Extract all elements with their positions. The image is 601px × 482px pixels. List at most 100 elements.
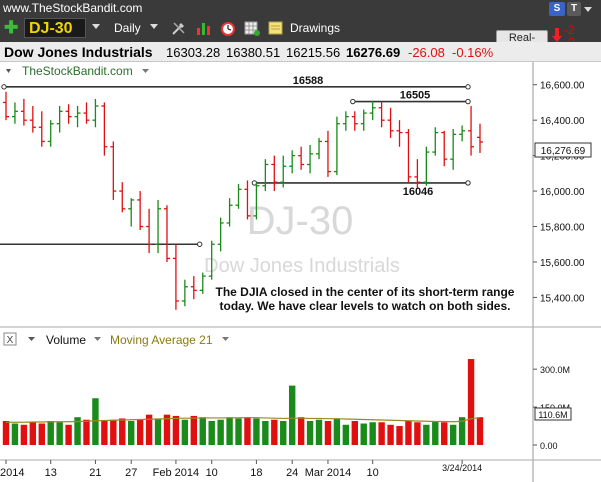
ohlc-bar <box>271 155 278 192</box>
symbol-input[interactable]: DJ-30 <box>24 18 86 38</box>
s-badge-button[interactable]: S <box>549 2 565 16</box>
volume-tick-label: 0.00 <box>540 441 558 451</box>
volume-bar <box>253 418 260 445</box>
volume-bar <box>2 420 10 445</box>
level-handle[interactable] <box>465 98 471 105</box>
ohlc-bar <box>235 183 242 209</box>
volume-bar <box>29 422 37 445</box>
time-tick-label: 18 <box>250 467 262 479</box>
annotation-line-2: today. We have clear levels to watch on … <box>220 299 511 313</box>
level-handle[interactable] <box>465 180 471 186</box>
ohlc-bar <box>172 244 179 310</box>
quote-high: 16380.51 <box>226 45 281 60</box>
volume-bar <box>128 420 135 445</box>
drawings-note-icon[interactable] <box>268 20 284 36</box>
source-label-group: TheStockBandit.com <box>6 64 149 78</box>
level-label: 16505 <box>400 90 431 102</box>
symbol-row: ✚ DJ-30 Daily Drawings <box>0 17 601 41</box>
watermark-symbol: DJ-30 <box>247 199 354 243</box>
volume-bar <box>136 419 144 445</box>
ohlc-bar <box>468 105 475 156</box>
level-handle[interactable] <box>350 98 356 105</box>
badge-chevron-down-icon[interactable] <box>584 7 592 12</box>
ohlc-bar <box>423 146 430 186</box>
ohlc-bar <box>289 150 296 174</box>
source-label: TheStockBandit.com <box>22 64 133 78</box>
ohlc-bar <box>351 111 358 131</box>
add-symbol-plus-icon[interactable]: ✚ <box>4 18 19 37</box>
price-axis: 15,400.00 15,600.00 15,800.00 16,000.00 16,2… <box>533 81 585 304</box>
volume-bar <box>476 417 484 445</box>
volume-bar <box>92 398 99 445</box>
toolbar: www.TheStockBandit.com S T ✚ DJ-30 Daily… <box>0 0 601 42</box>
ohlc-bar <box>253 182 260 220</box>
price-tick-label: 16,400.00 <box>540 116 585 127</box>
volume-bar <box>449 424 457 445</box>
tools-icon[interactable] <box>171 20 187 36</box>
level-handle[interactable] <box>1 84 7 90</box>
ohlc-bar <box>20 98 27 126</box>
volume-bar <box>154 418 162 445</box>
interval-chevron-down-icon[interactable] <box>150 24 158 29</box>
volume-label-chevron-down-icon[interactable] <box>94 337 101 341</box>
volume-bar <box>163 414 171 445</box>
volume-chevron-down-icon[interactable] <box>28 337 35 341</box>
volume-bar <box>423 424 430 445</box>
volume-bar <box>351 420 358 445</box>
level-handle[interactable] <box>465 84 471 90</box>
ohlc-bar <box>280 155 287 188</box>
volume-bar <box>396 426 403 445</box>
volume-bar <box>83 419 90 445</box>
time-tick-label: 3/24/2014 <box>442 463 482 473</box>
ohlc-bar <box>477 123 483 153</box>
level-handle[interactable] <box>196 241 203 247</box>
ohlc-bar <box>378 102 385 128</box>
ohlc-bar <box>155 199 162 254</box>
symbol-chevron-down-icon[interactable] <box>92 24 100 29</box>
ohlc-bar <box>459 125 466 142</box>
volume-bar <box>208 420 215 445</box>
alarm-clock-icon[interactable] <box>220 20 236 36</box>
source-expand-icon[interactable] <box>6 69 11 73</box>
volume-label: Volume <box>46 333 86 347</box>
volume-bar <box>306 420 314 445</box>
ohlc-bar <box>83 102 90 124</box>
price-tick-label: 15,400.00 <box>540 293 585 304</box>
indicators-icon[interactable] <box>196 20 212 36</box>
volume-bar <box>11 423 19 445</box>
down-arrow-icon <box>552 28 562 42</box>
volume-bar <box>110 419 117 445</box>
ohlc-bar <box>432 127 439 156</box>
price-tick-label: 16,000.00 <box>540 187 585 198</box>
volume-bar <box>288 385 296 445</box>
time-tick-label: 10 <box>367 467 379 479</box>
price-tick-label: 16,600.00 <box>540 81 585 92</box>
volume-bar <box>333 418 341 445</box>
ohlc-bar <box>450 129 457 170</box>
chart-canvas[interactable]: TheStockBandit.com DJ-30 Dow Jones Indus… <box>0 62 601 482</box>
t-badge-button[interactable]: T <box>567 2 581 16</box>
last-price-tag-box <box>534 142 592 158</box>
ohlc-bar <box>65 104 72 124</box>
ma-chevron-down-icon[interactable] <box>222 337 229 341</box>
drawings-button[interactable]: Drawings <box>290 21 341 35</box>
volume-bar <box>217 419 224 445</box>
levels-layer: 16588 16505 16046 <box>0 75 471 247</box>
ohlc-bar <box>3 91 9 121</box>
ohlc-bar <box>119 182 126 213</box>
volume-header: X Volume Moving Average 21 <box>3 332 229 347</box>
layout-grid-icon[interactable] <box>244 20 260 36</box>
time-axis: 2014 13 21 27 Feb 2014 10 18 24 Mar 2014 10 3/24/2… <box>0 460 482 479</box>
source-chevron-down-icon[interactable] <box>142 69 149 73</box>
volume-bar <box>235 418 242 445</box>
volume-bar <box>342 424 350 445</box>
ohlc-bar <box>262 159 269 192</box>
level-label: 16046 <box>403 186 434 198</box>
interval-select[interactable]: Daily <box>114 21 141 35</box>
volume-close-button[interactable] <box>3 332 17 346</box>
volume-bar <box>378 422 385 445</box>
ohlc-bar <box>190 276 197 300</box>
volume-bar <box>172 415 180 445</box>
price-bars <box>3 91 483 310</box>
time-tick-label: 21 <box>89 467 101 479</box>
